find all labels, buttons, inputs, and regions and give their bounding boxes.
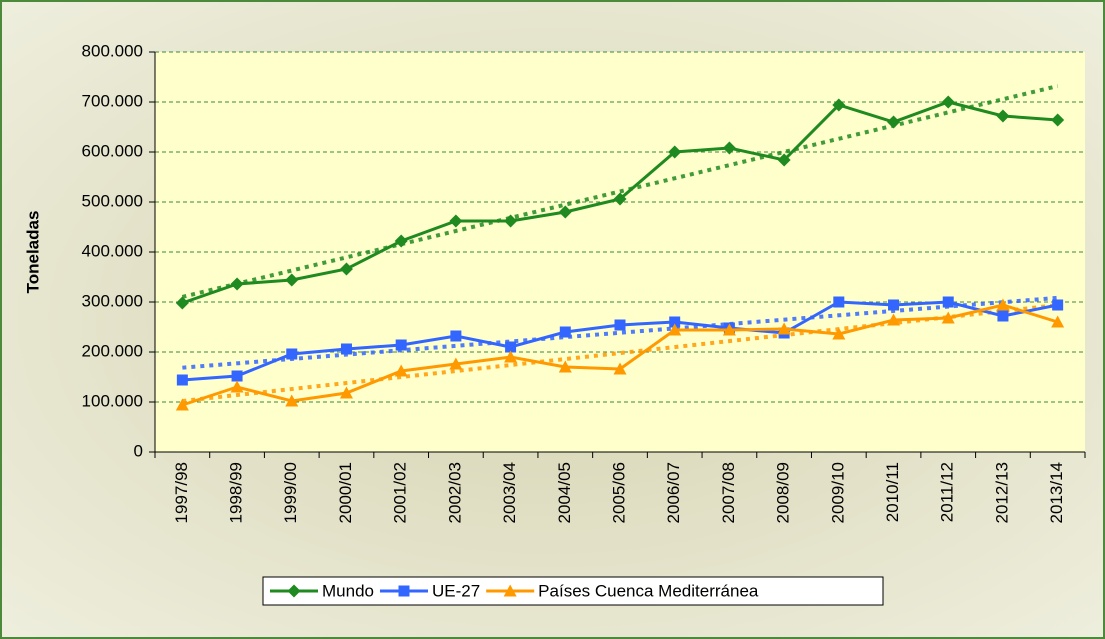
x-tick-label: 2000/01 bbox=[336, 462, 355, 523]
y-tick-label: 100.000 bbox=[82, 391, 143, 410]
y-tick-label: 300.000 bbox=[82, 291, 143, 310]
marker bbox=[996, 109, 1010, 123]
x-tick-label: 2001/02 bbox=[391, 462, 410, 523]
marker bbox=[340, 343, 352, 355]
marker bbox=[394, 234, 408, 248]
marker bbox=[888, 299, 900, 311]
marker bbox=[777, 322, 791, 335]
marker bbox=[668, 323, 682, 336]
marker bbox=[614, 319, 626, 331]
x-tick-label: 2013/14 bbox=[1047, 462, 1066, 523]
legend-label: Mundo bbox=[322, 581, 374, 600]
legend-marker bbox=[503, 584, 517, 597]
marker bbox=[394, 364, 408, 377]
marker bbox=[285, 273, 299, 287]
marker bbox=[450, 330, 462, 342]
marker bbox=[832, 327, 846, 340]
x-tick-label: 2002/03 bbox=[445, 462, 464, 523]
x-tick-label: 2011/12 bbox=[938, 462, 957, 522]
marker bbox=[941, 95, 955, 109]
x-tick-label: 1999/00 bbox=[281, 462, 300, 523]
marker bbox=[668, 145, 682, 159]
legend-label: UE-27 bbox=[432, 581, 480, 600]
marker bbox=[558, 360, 572, 373]
x-tick-label: 2008/09 bbox=[774, 462, 793, 523]
trendline bbox=[182, 295, 1058, 370]
x-tick-label: 2012/13 bbox=[992, 462, 1011, 523]
marker bbox=[669, 316, 681, 328]
x-tick-label: 2006/07 bbox=[664, 462, 683, 523]
marker bbox=[504, 214, 518, 228]
marker bbox=[558, 205, 572, 219]
legend bbox=[262, 576, 884, 606]
x-tick-label: 2010/11 bbox=[883, 462, 902, 522]
legend-marker bbox=[287, 584, 301, 598]
marker bbox=[339, 386, 353, 399]
marker bbox=[230, 380, 244, 393]
marker bbox=[285, 394, 299, 407]
marker bbox=[722, 141, 736, 155]
trendline bbox=[181, 84, 1059, 299]
marker bbox=[175, 296, 189, 310]
marker bbox=[777, 153, 791, 167]
marker bbox=[613, 192, 627, 206]
y-tick-label: 800.000 bbox=[82, 41, 143, 60]
marker bbox=[505, 341, 517, 353]
marker bbox=[887, 313, 901, 326]
y-tick-label: 700.000 bbox=[82, 91, 143, 110]
marker bbox=[504, 350, 518, 363]
legend-label: Países Cuenca Mediterránea bbox=[538, 581, 759, 600]
marker bbox=[559, 326, 571, 338]
marker bbox=[942, 296, 954, 308]
marker bbox=[832, 98, 846, 112]
y-tick-label: 500.000 bbox=[82, 191, 143, 210]
marker bbox=[833, 296, 845, 308]
marker bbox=[176, 374, 188, 386]
marker bbox=[887, 115, 901, 129]
y-tick-label: 0 bbox=[134, 441, 143, 460]
x-tick-label: 2009/10 bbox=[828, 462, 847, 523]
x-tick-label: 2004/05 bbox=[555, 462, 574, 523]
marker bbox=[175, 398, 189, 411]
marker bbox=[231, 370, 243, 382]
marker bbox=[1051, 113, 1065, 127]
marker bbox=[230, 277, 244, 291]
marker bbox=[996, 298, 1010, 311]
y-tick-label: 400.000 bbox=[82, 241, 143, 260]
marker bbox=[722, 323, 736, 336]
marker bbox=[613, 362, 627, 375]
marker bbox=[286, 348, 298, 360]
y-tick-label: 600.000 bbox=[82, 141, 143, 160]
x-tick-label: 2007/08 bbox=[719, 462, 738, 523]
y-tick-label: 200.000 bbox=[82, 341, 143, 360]
marker bbox=[449, 214, 463, 228]
x-tick-label: 2003/04 bbox=[500, 462, 519, 523]
marker bbox=[1052, 299, 1064, 311]
marker bbox=[339, 262, 353, 276]
legend-marker bbox=[398, 585, 410, 597]
x-tick-label: 1998/99 bbox=[227, 462, 246, 523]
y-axis-label: Toneladas bbox=[23, 211, 42, 294]
x-tick-label: 1997/98 bbox=[172, 462, 191, 523]
marker bbox=[997, 310, 1009, 322]
marker bbox=[1051, 315, 1065, 328]
marker bbox=[941, 311, 955, 324]
trendline bbox=[182, 303, 1058, 403]
marker bbox=[449, 357, 463, 370]
x-tick-label: 2005/06 bbox=[609, 462, 628, 523]
marker bbox=[395, 339, 407, 351]
